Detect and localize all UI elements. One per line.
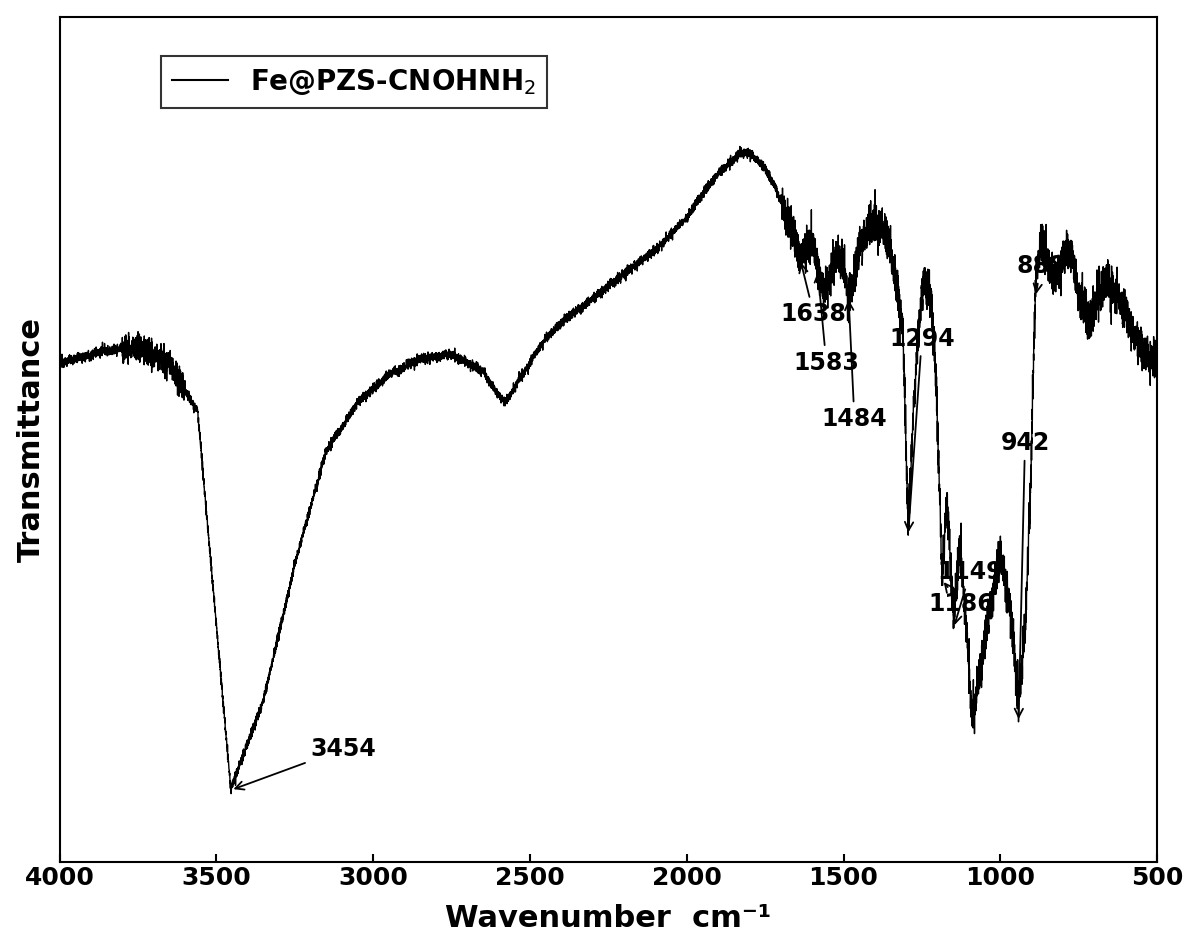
Text: 1583: 1583 <box>793 274 859 374</box>
Text: 3454: 3454 <box>235 737 376 789</box>
Legend: Fe@PZS-CNOHNH$_2$: Fe@PZS-CNOHNH$_2$ <box>161 56 547 108</box>
Text: 1149: 1149 <box>937 560 1003 623</box>
Text: 1294: 1294 <box>889 327 955 530</box>
Y-axis label: Transmittance: Transmittance <box>17 316 46 561</box>
X-axis label: Wavenumber  cm⁻¹: Wavenumber cm⁻¹ <box>445 904 772 933</box>
Text: 1638: 1638 <box>781 264 847 327</box>
Text: 1186: 1186 <box>929 583 994 617</box>
Text: 1484: 1484 <box>822 302 887 431</box>
Text: 942: 942 <box>1001 431 1050 717</box>
Text: 888: 888 <box>1016 254 1066 293</box>
